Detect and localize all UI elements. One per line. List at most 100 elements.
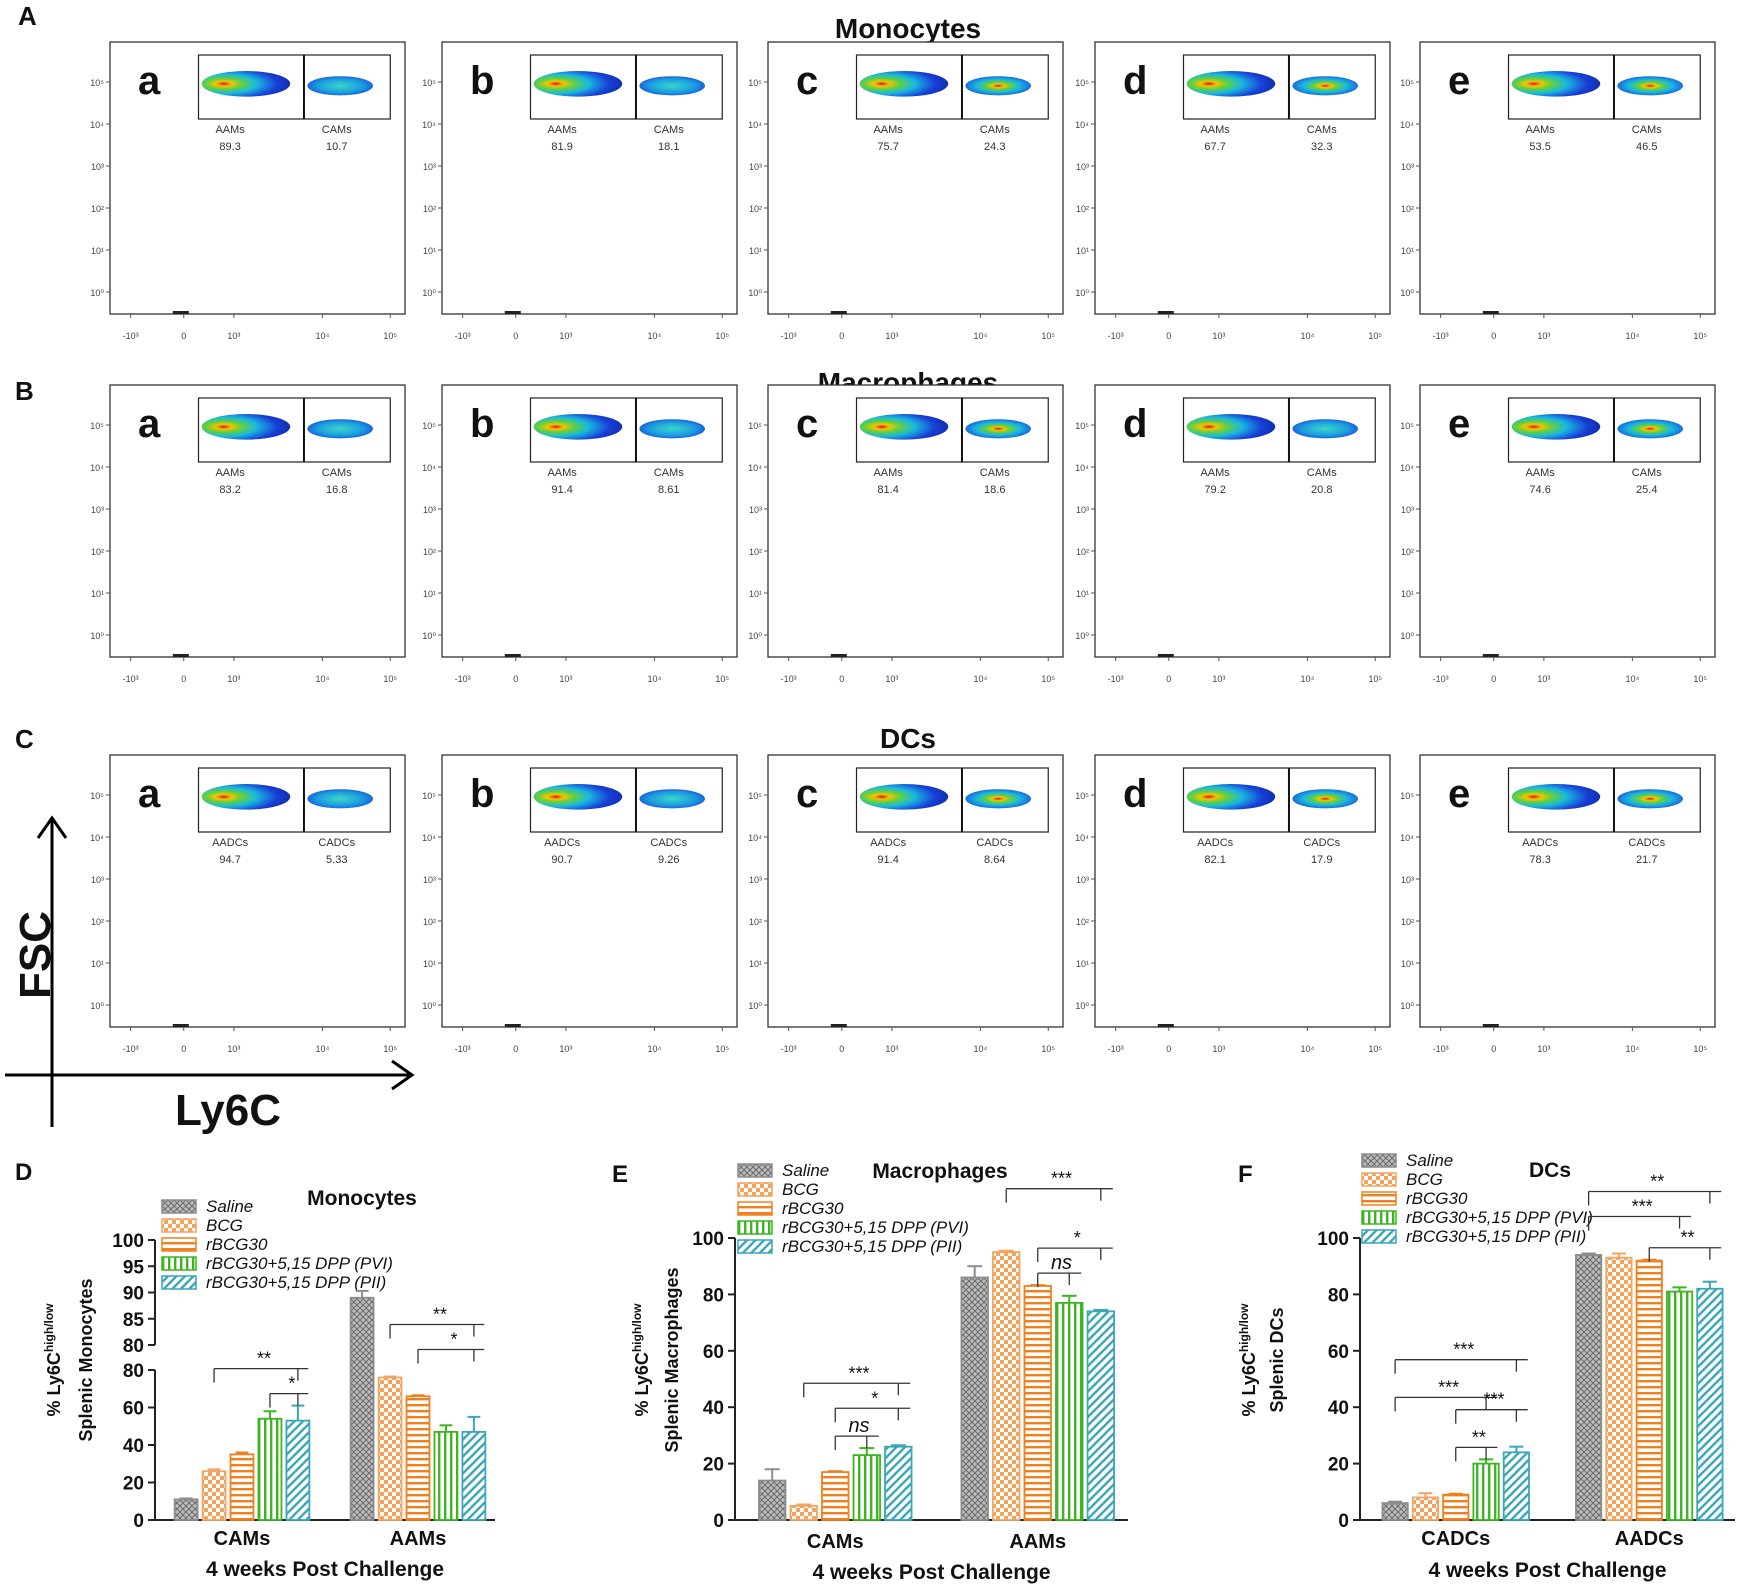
baseline-events	[504, 311, 521, 314]
gate-right-value: 21.7	[1636, 854, 1657, 866]
flow-panel-a-a: 10⁵ 10⁴ 10³ 10² 10¹ 10⁰ -10³ 0 10³ 10⁴ 10⁵ AAMs CAMs…	[90, 41, 406, 341]
y-axis-label-superscript: high/low	[630, 1303, 644, 1352]
x-tick-label: 10⁴	[1625, 674, 1639, 684]
legend-entry: rBCG30+5,15 DPP (PII)	[737, 1237, 962, 1256]
population-right	[639, 76, 705, 96]
x-tick-label: 10⁵	[715, 1044, 729, 1054]
y-tick-label: 80	[123, 1336, 144, 1357]
gate-right-label: CADCs	[1628, 837, 1665, 849]
y-tick-label: 10³	[423, 875, 436, 885]
x-tick-label: 10⁵	[715, 674, 729, 684]
bar	[349, 1296, 375, 1521]
legend-entry: BCG	[737, 1180, 819, 1199]
y-tick-label: 85	[123, 1310, 145, 1331]
y-tick-label: 20	[123, 1474, 144, 1495]
x-tick-label: -10³	[1108, 1044, 1124, 1054]
x-category-label: AAMs	[390, 1528, 447, 1550]
y-tick-label: 10⁴	[748, 833, 762, 843]
population-right	[965, 76, 1031, 96]
x-tick-label: 0	[513, 1044, 518, 1054]
x-tick-label: -10³	[455, 674, 471, 684]
x-tick-label: 10⁴	[647, 1044, 661, 1054]
bar	[1055, 1301, 1084, 1521]
legend-label: rBCG30+5,15 DPP (PII)	[206, 1273, 386, 1292]
y-tick-label: 10⁵	[422, 791, 436, 801]
x-tick-label: 10⁴	[1625, 331, 1639, 341]
bar	[1635, 1259, 1663, 1521]
significance-label: ***	[1051, 1169, 1072, 1189]
legend-entry: BCG	[1361, 1170, 1443, 1189]
y-tick-label: 10²	[1401, 547, 1414, 557]
y-tick-label: 20	[1328, 1455, 1349, 1476]
legend-entry: rBCG30	[737, 1199, 844, 1218]
gate-box	[1507, 767, 1701, 833]
baseline-events	[830, 1024, 847, 1027]
y-tick-label: 100	[692, 1229, 724, 1250]
y-tick-label: 40	[703, 1398, 724, 1419]
gate-right-value: 18.1	[658, 141, 679, 153]
gate-right-label: CAMs	[1632, 124, 1662, 136]
gate-box	[529, 54, 723, 120]
significance-label: **	[1472, 1427, 1486, 1447]
gate-left-label: AADCs	[544, 837, 581, 849]
bar	[1575, 1254, 1603, 1521]
legend-entry: rBCG30+5,15 DPP (PII)	[1361, 1227, 1586, 1246]
significance-label: ns	[1051, 1252, 1072, 1274]
panel-letter: e	[1448, 772, 1470, 816]
gate-left-label: AAMs	[1200, 467, 1230, 479]
axis-orientation-arrows: FSC Ly6C	[5, 815, 415, 1135]
gate-right-label: CAMs	[654, 467, 684, 479]
gate-box	[197, 767, 391, 833]
bar	[173, 1498, 199, 1521]
flow-panel-c-a: 10⁵ 10⁴ 10³ 10² 10¹ 10⁰ -10³ 0 10³ 10⁴ 10⁵ AADCs CAD…	[90, 754, 406, 1054]
significance-label: **	[257, 1349, 271, 1369]
gate-right-value: 20.8	[1311, 484, 1332, 496]
x-tick-label: -10³	[1108, 331, 1124, 341]
x-tick-label: 10⁴	[647, 331, 661, 341]
x-tick-label: 10⁵	[1693, 674, 1707, 684]
x-tick-label: 10⁴	[315, 1044, 329, 1054]
x-tick-label: 10³	[885, 1044, 898, 1054]
y-tick-label: 10⁰	[1075, 631, 1089, 641]
legend-label: rBCG30	[782, 1199, 844, 1218]
population-right	[307, 419, 373, 439]
y-tick-label: 10⁰	[1400, 631, 1414, 641]
y-tick-label: 100	[112, 1231, 144, 1252]
x-tick-label: 0	[1166, 674, 1171, 684]
legend-entry: BCG	[161, 1216, 243, 1235]
chart-title: Monocytes	[307, 1187, 417, 1210]
gate-right-value: 8.61	[658, 484, 679, 496]
population-right	[307, 76, 373, 96]
baseline-events	[1482, 1024, 1499, 1027]
x-tick-label: 0	[1491, 1044, 1496, 1054]
gate-box	[197, 397, 391, 463]
x-tick-label: -10³	[123, 674, 139, 684]
x-tick-label: 10³	[227, 674, 240, 684]
x-tick-label: 10⁵	[383, 674, 397, 684]
y-tick-label: 10⁴	[422, 120, 436, 130]
y-axis-label-line1: % Ly6Chigh/low	[42, 1303, 64, 1417]
gate-right-value: 9.26	[658, 854, 679, 866]
legend-label: rBCG30+5,15 DPP (PII)	[782, 1237, 962, 1256]
legend-swatch	[737, 1201, 773, 1216]
population-left	[859, 414, 949, 440]
x-tick-label: 10⁵	[1041, 1044, 1055, 1054]
x-tick-label: 10⁴	[1300, 1044, 1314, 1054]
baseline-events	[504, 654, 521, 657]
y-tick-label: 10²	[1076, 547, 1089, 557]
x-tick-label: 10⁴	[973, 1044, 987, 1054]
gate-right-label: CAMs	[1632, 467, 1662, 479]
x-tick-label: 10³	[1537, 331, 1550, 341]
population-left	[201, 414, 291, 440]
gate-right-label: CAMs	[1307, 467, 1337, 479]
bar	[992, 1251, 1021, 1521]
y-tick-label: 10⁰	[422, 288, 436, 298]
y-tick-label: 10⁰	[90, 631, 104, 641]
legend-swatch	[161, 1218, 197, 1233]
gate-right-label: CAMs	[322, 467, 352, 479]
y-tick-label: 10⁴	[90, 463, 104, 473]
y-tick-label: 10⁰	[90, 288, 104, 298]
